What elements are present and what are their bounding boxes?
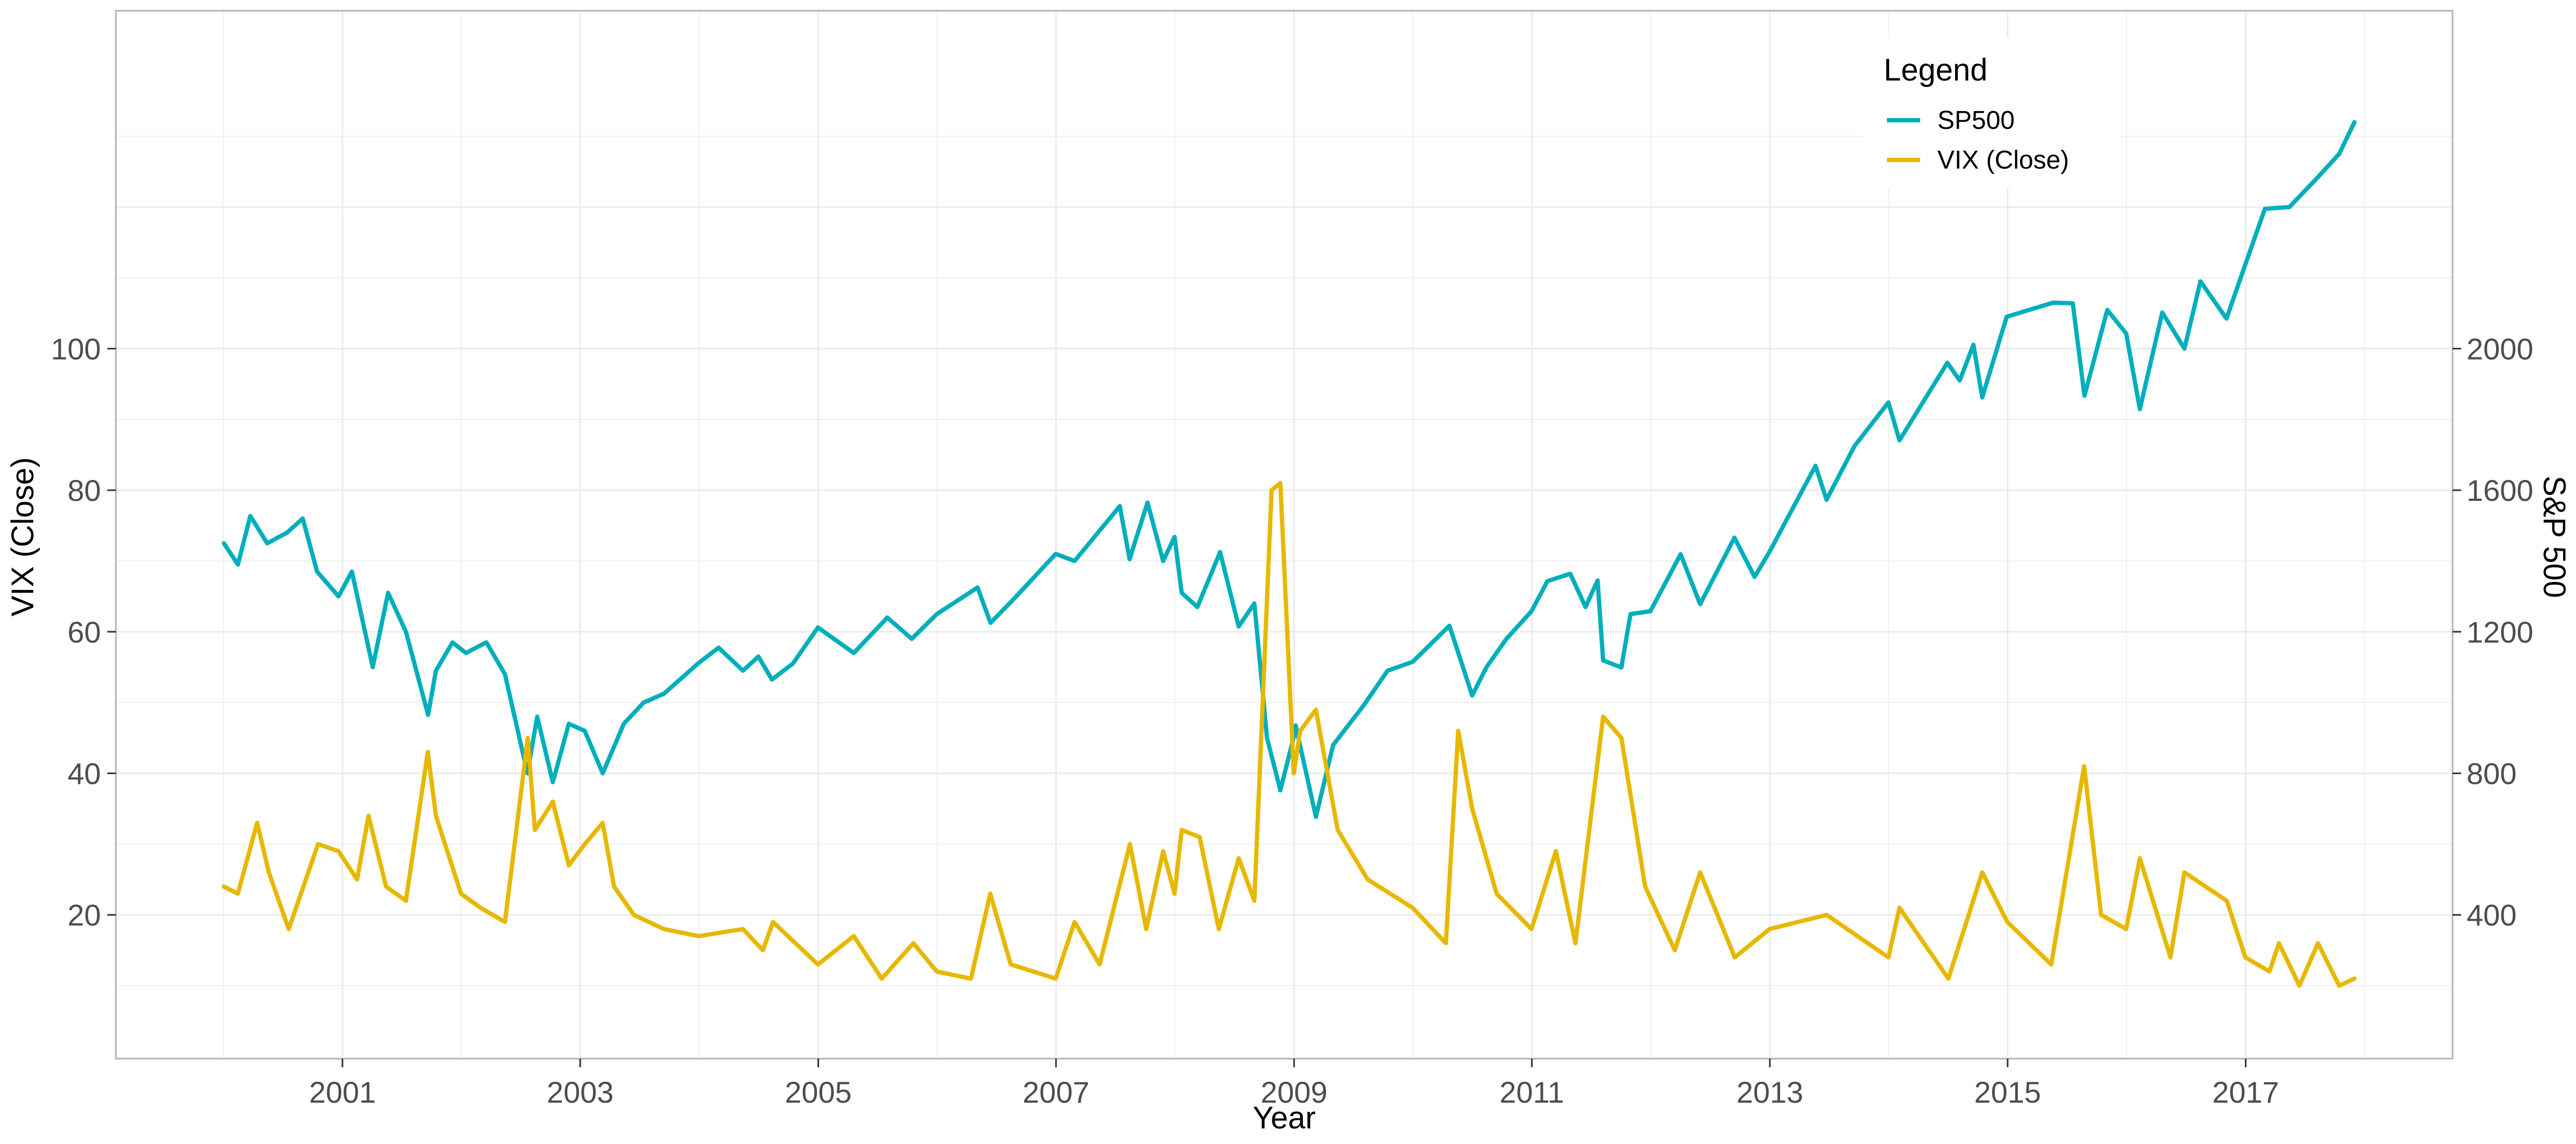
series-line-sp500 — [222, 120, 2357, 819]
legend-title: Legend — [1884, 53, 1988, 88]
y-tick-label: 40 — [68, 757, 101, 791]
y-tick-label: 20 — [68, 898, 101, 932]
x-tick-label: 2007 — [1022, 1075, 1089, 1109]
x-tick-label: 2003 — [547, 1075, 614, 1109]
y-axis-title: VIX (Close) — [5, 457, 40, 617]
y2-tick-label: 1600 — [2467, 473, 2534, 507]
legend: Legend SP500 VIX (Close) — [1862, 38, 2120, 188]
legend-label-vix: VIX (Close) — [1937, 146, 2069, 174]
x-axis-title: Year — [1253, 1101, 1315, 1135]
plot-panel-border — [115, 10, 2454, 1060]
tick-layer: 2001 2003 2005 2007 2009 2011 2013 2015 2017 20 40… — [51, 332, 2534, 1109]
y-tick-label: 100 — [51, 332, 101, 366]
y2-tick-label: 400 — [2467, 898, 2516, 932]
x-tick-label: 2001 — [309, 1075, 376, 1109]
x-tick-label: 2009 — [1261, 1075, 1328, 1109]
y2-tick-label: 800 — [2467, 757, 2516, 791]
x-tick-label: 2011 — [1499, 1075, 1564, 1109]
series-line-vix-close — [222, 480, 2357, 988]
y-tick-label: 80 — [68, 473, 101, 507]
series-layer — [222, 120, 2357, 988]
y-tick-label: 60 — [68, 615, 101, 649]
legend-label-sp500: SP500 — [1937, 106, 2015, 135]
x-tick-label: 2015 — [1974, 1075, 2041, 1109]
x-tick-label: 2005 — [785, 1075, 852, 1109]
legend-background — [1862, 38, 2120, 188]
x-tick-label: 2017 — [2212, 1075, 2279, 1109]
x-tick-label: 2013 — [1737, 1075, 1804, 1109]
y2-tick-label: 2000 — [2467, 332, 2534, 366]
grid-layer — [116, 11, 2453, 1059]
y2-tick-label: 1200 — [2467, 615, 2534, 649]
y2-axis-title: S&P 500 — [2537, 476, 2572, 598]
